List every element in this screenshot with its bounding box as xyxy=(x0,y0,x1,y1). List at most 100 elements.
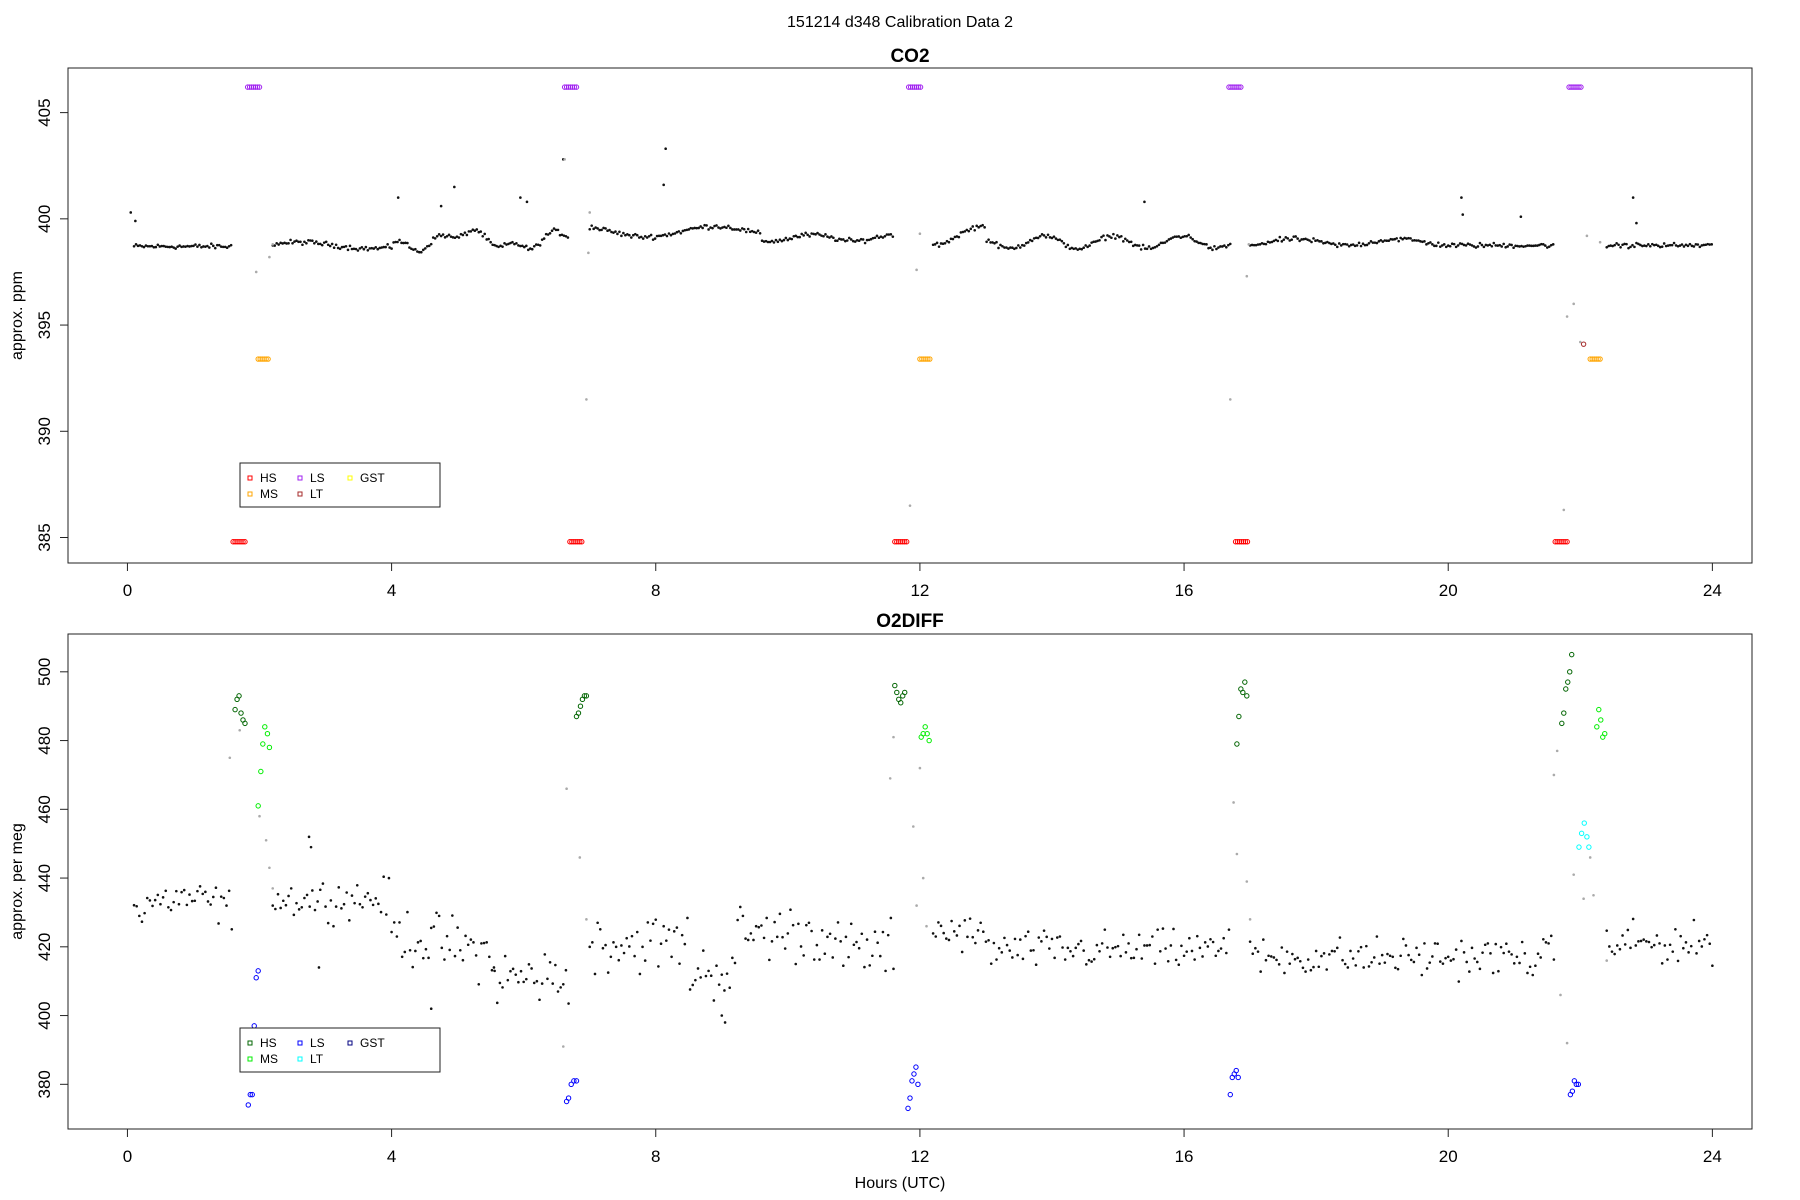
data-point xyxy=(1248,918,1252,921)
data-point xyxy=(1143,200,1146,204)
data-point xyxy=(794,234,798,238)
data-point xyxy=(295,901,298,905)
data-point xyxy=(1696,243,1700,246)
data-point xyxy=(238,728,242,732)
data-point xyxy=(433,237,437,240)
legend-swatch xyxy=(347,1040,353,1046)
data-point xyxy=(1118,235,1121,239)
data-point xyxy=(1436,942,1439,946)
data-point xyxy=(472,941,475,944)
data-point xyxy=(637,236,641,239)
data-point xyxy=(921,876,925,880)
data-point xyxy=(1020,243,1024,247)
data-point xyxy=(396,196,400,199)
data-point xyxy=(1171,236,1175,239)
data-point xyxy=(1347,244,1351,248)
data-point xyxy=(1193,239,1196,243)
data-point xyxy=(673,232,677,235)
data-point xyxy=(1032,948,1035,952)
data-point xyxy=(1437,241,1440,244)
data-point xyxy=(1465,960,1469,964)
data-point xyxy=(955,934,959,937)
data-point xyxy=(630,236,633,239)
data-point xyxy=(907,1095,913,1101)
data-point xyxy=(209,903,212,906)
data-point xyxy=(1671,950,1675,953)
data-point xyxy=(812,958,816,961)
data-point xyxy=(188,245,191,248)
data-point xyxy=(1306,958,1310,961)
data-point xyxy=(363,895,367,898)
data-point xyxy=(456,926,459,929)
data-point xyxy=(1197,241,1200,245)
data-point xyxy=(385,913,388,916)
data-point xyxy=(1429,241,1432,244)
data-point xyxy=(1038,234,1042,238)
legend-label: MS xyxy=(260,487,278,501)
data-point xyxy=(369,898,372,902)
data-point xyxy=(513,242,516,246)
data-point xyxy=(1149,247,1153,251)
data-point xyxy=(851,239,855,243)
data-point xyxy=(1248,940,1252,943)
data-point xyxy=(1300,238,1303,241)
data-point xyxy=(1269,955,1273,958)
data-point xyxy=(1290,238,1294,241)
data-point xyxy=(1365,243,1369,247)
data-point xyxy=(544,232,548,236)
data-point xyxy=(707,969,710,973)
data-point xyxy=(1507,950,1511,953)
data-point xyxy=(705,224,708,227)
data-point xyxy=(735,228,738,231)
data-point xyxy=(601,946,605,950)
data-point xyxy=(1522,245,1525,248)
data-point xyxy=(638,972,642,976)
data-point xyxy=(404,241,407,245)
data-point xyxy=(311,239,314,243)
data-point xyxy=(598,228,601,232)
data-point xyxy=(1478,241,1482,245)
data-point xyxy=(1526,244,1529,247)
data-point xyxy=(1063,958,1067,961)
data-point xyxy=(1512,962,1516,965)
data-point xyxy=(911,1071,917,1077)
data-point xyxy=(981,223,984,227)
data-point xyxy=(419,939,422,943)
data-point xyxy=(1223,244,1226,247)
data-point xyxy=(568,1081,574,1088)
y-tick-label: 400 xyxy=(35,205,54,233)
data-point xyxy=(1672,241,1676,245)
data-point xyxy=(639,235,643,239)
data-point xyxy=(776,240,780,244)
data-point xyxy=(989,962,993,965)
data-point xyxy=(281,899,285,903)
data-point xyxy=(440,946,444,950)
data-point xyxy=(317,966,321,969)
data-point xyxy=(196,889,199,893)
data-point xyxy=(1074,247,1078,250)
data-point xyxy=(843,239,847,243)
data-point xyxy=(818,233,821,236)
data-point xyxy=(344,244,348,248)
data-point xyxy=(571,1078,577,1084)
data-point xyxy=(249,1091,255,1098)
data-point xyxy=(1028,238,1032,242)
data-point xyxy=(374,246,378,249)
data-point xyxy=(999,243,1002,247)
data-point xyxy=(427,244,431,248)
data-point xyxy=(591,941,594,944)
data-point xyxy=(1293,957,1297,961)
data-point xyxy=(204,245,207,248)
data-point xyxy=(1621,934,1624,937)
data-point xyxy=(688,988,692,991)
data-point xyxy=(762,240,766,243)
data-point xyxy=(1582,897,1585,900)
data-point xyxy=(318,242,322,246)
data-point xyxy=(1245,880,1249,883)
data-point xyxy=(1222,936,1225,940)
data-point xyxy=(1116,944,1120,948)
data-point xyxy=(736,918,739,922)
data-point xyxy=(1258,243,1262,246)
legend-swatch xyxy=(247,1056,253,1062)
data-point xyxy=(1209,937,1212,941)
